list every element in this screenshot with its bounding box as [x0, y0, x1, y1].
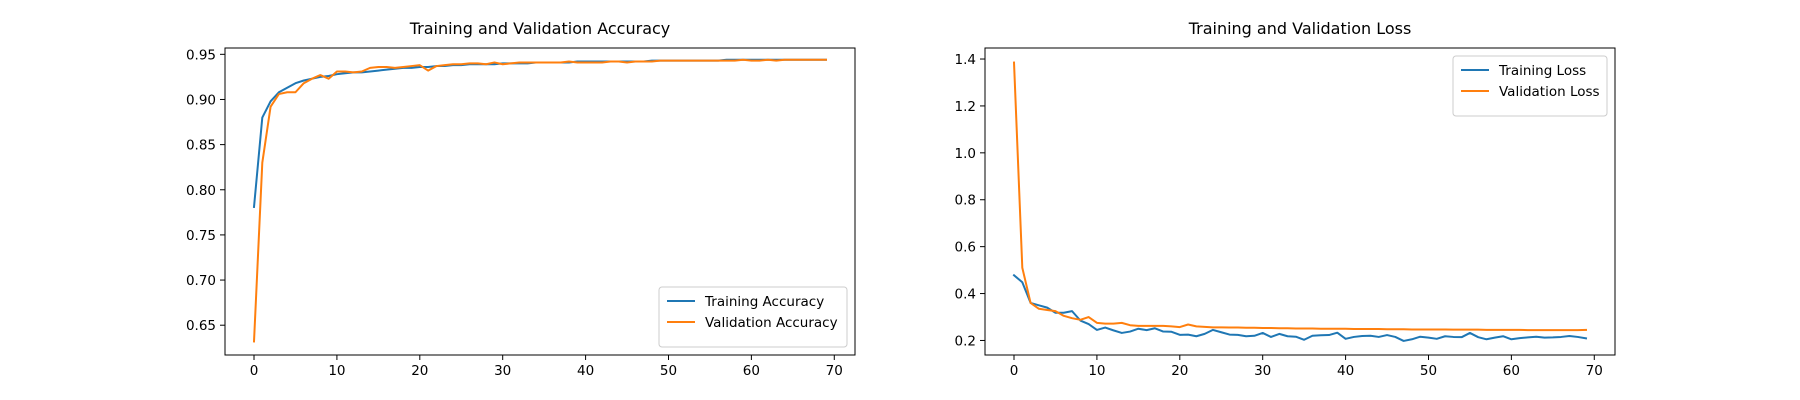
y-tick-label: 0.2 [955, 333, 976, 349]
y-tick-label: 1.4 [955, 52, 976, 68]
x-tick-label: 30 [494, 363, 511, 379]
x-tick-label: 20 [1171, 363, 1188, 379]
y-tick-label: 0.70 [186, 273, 216, 289]
y-tick-label: 0.4 [955, 287, 976, 303]
y-tick-label: 0.95 [186, 47, 216, 63]
legend-box [1452, 55, 1608, 117]
x-tick-label: 20 [411, 363, 428, 379]
y-tick-label: 0.85 [186, 138, 216, 154]
y-tick-label: 0.75 [186, 228, 216, 244]
chart-title: Training and Validation Loss [1188, 19, 1412, 38]
x-tick-label: 40 [1337, 363, 1354, 379]
legend-box [658, 286, 848, 348]
y-tick-label: 1.2 [955, 99, 976, 115]
x-tick-label: 60 [743, 363, 760, 379]
series-line-training-loss [1012, 273, 1588, 342]
legend-label-validation-loss: Validation Loss [1499, 84, 1600, 100]
x-tick-label: 70 [826, 363, 843, 379]
legend: Training Accuracy Validation Accuracy [658, 286, 848, 348]
legend-label-validation-accuracy: Validation Accuracy [705, 315, 838, 331]
x-tick-label: 0 [1010, 363, 1019, 379]
legend: Training Loss Validation Loss [1452, 55, 1608, 117]
series-line-training-accuracy [252, 58, 827, 209]
x-tick-label: 50 [660, 363, 677, 379]
y-tick-label: 0.80 [186, 183, 216, 199]
x-tick-label: 70 [1586, 363, 1603, 379]
x-tick-label: 10 [1088, 363, 1105, 379]
axes-frame [224, 47, 856, 356]
y-tick-label: 0.6 [955, 240, 976, 256]
x-tick-label: 30 [1254, 363, 1271, 379]
x-tick-label: 0 [250, 363, 259, 379]
y-tick-label: 0.65 [186, 318, 216, 334]
x-tick-label: 50 [1420, 363, 1437, 379]
series-line-validation-loss [1012, 61, 1588, 332]
legend-label-training-accuracy: Training Accuracy [704, 294, 824, 310]
legend-label-training-loss: Training Loss [1498, 63, 1586, 79]
chart-title: Training and Validation Accuracy [409, 19, 671, 38]
y-tick-label: 0.8 [955, 193, 976, 209]
accuracy-chart: Training and Validation Accuracy 0 10 20 30 4… [186, 19, 856, 379]
series-line-validation-accuracy [252, 58, 827, 343]
x-tick-label: 40 [577, 363, 594, 379]
x-tick-label: 60 [1503, 363, 1520, 379]
y-tick-label: 1.0 [955, 146, 976, 162]
x-tick-label: 10 [328, 363, 345, 379]
y-tick-label: 0.90 [186, 92, 216, 108]
axes-frame [984, 47, 1616, 356]
loss-chart: Training and Validation Loss 0 10 20 30 40 50 6… [955, 19, 1616, 379]
